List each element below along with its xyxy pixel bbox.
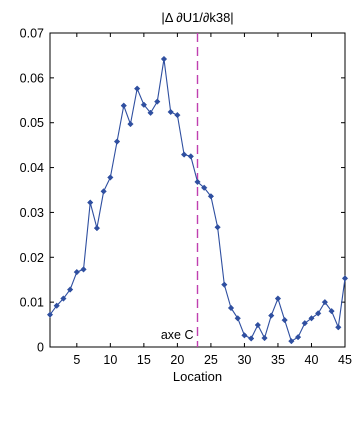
data-point [341,275,349,282]
data-point [80,266,87,273]
data-point [294,333,302,341]
data-point [87,199,94,206]
x-tick-label: 40 [305,353,319,367]
y-tick-label: 0.03 [20,206,44,220]
data-point [60,295,67,302]
data-point [73,268,80,276]
data-point [328,307,335,315]
data-point [120,102,127,109]
data-point [227,304,235,312]
y-tick-label: 0.04 [20,161,44,175]
data-point [174,111,181,119]
data-point [167,108,174,116]
x-tick-label: 25 [204,353,218,367]
series-line [49,58,346,343]
data-point [308,315,315,322]
data-point [46,311,54,318]
x-tick-label: 45 [338,353,352,367]
data-point [234,315,241,322]
data-point [134,85,141,92]
data-point [113,138,121,145]
data-point [187,153,194,160]
chart-title: |Δ ∂U1/∂k38| [161,10,233,25]
x-tick-label: 10 [103,353,117,367]
data-point [214,224,221,231]
y-tick-label: 0.05 [20,116,44,130]
data-point [180,151,188,158]
x-tick-label: 15 [137,353,151,367]
data-point [268,312,275,319]
x-tick-label: 30 [237,353,251,367]
data-point [301,320,308,327]
data-point [194,178,201,186]
data-point [53,302,60,309]
x-tick-label: 5 [73,353,80,367]
y-tick-label: 0.01 [20,296,44,310]
data-point [254,321,261,329]
data-point [100,188,107,195]
x-tick-label: 20 [170,353,184,367]
data-point [127,120,134,128]
data-point [221,281,228,288]
data-point [247,335,255,342]
data-point [241,332,248,339]
data-point [281,316,288,324]
data-point [261,334,268,342]
data-point [154,98,161,105]
data-point [140,101,148,108]
data-point [160,55,168,63]
y-tick-label: 0 [37,341,44,355]
data-point [207,193,215,200]
data-point [107,174,114,181]
vline-label: axe C [161,328,194,342]
data-point [274,295,282,302]
y-tick-label: 0.07 [20,27,44,41]
data-point [66,286,74,293]
x-axis-title: Location [173,369,222,384]
data-point [321,298,329,306]
y-tick-label: 0.06 [20,71,44,85]
data-point [147,109,154,116]
data-point [201,184,208,191]
data-point [288,338,295,345]
data-point [93,224,101,232]
data-point [335,324,342,331]
data-point [315,310,322,317]
y-tick-label: 0.02 [20,251,44,265]
x-tick-label: 35 [271,353,285,367]
